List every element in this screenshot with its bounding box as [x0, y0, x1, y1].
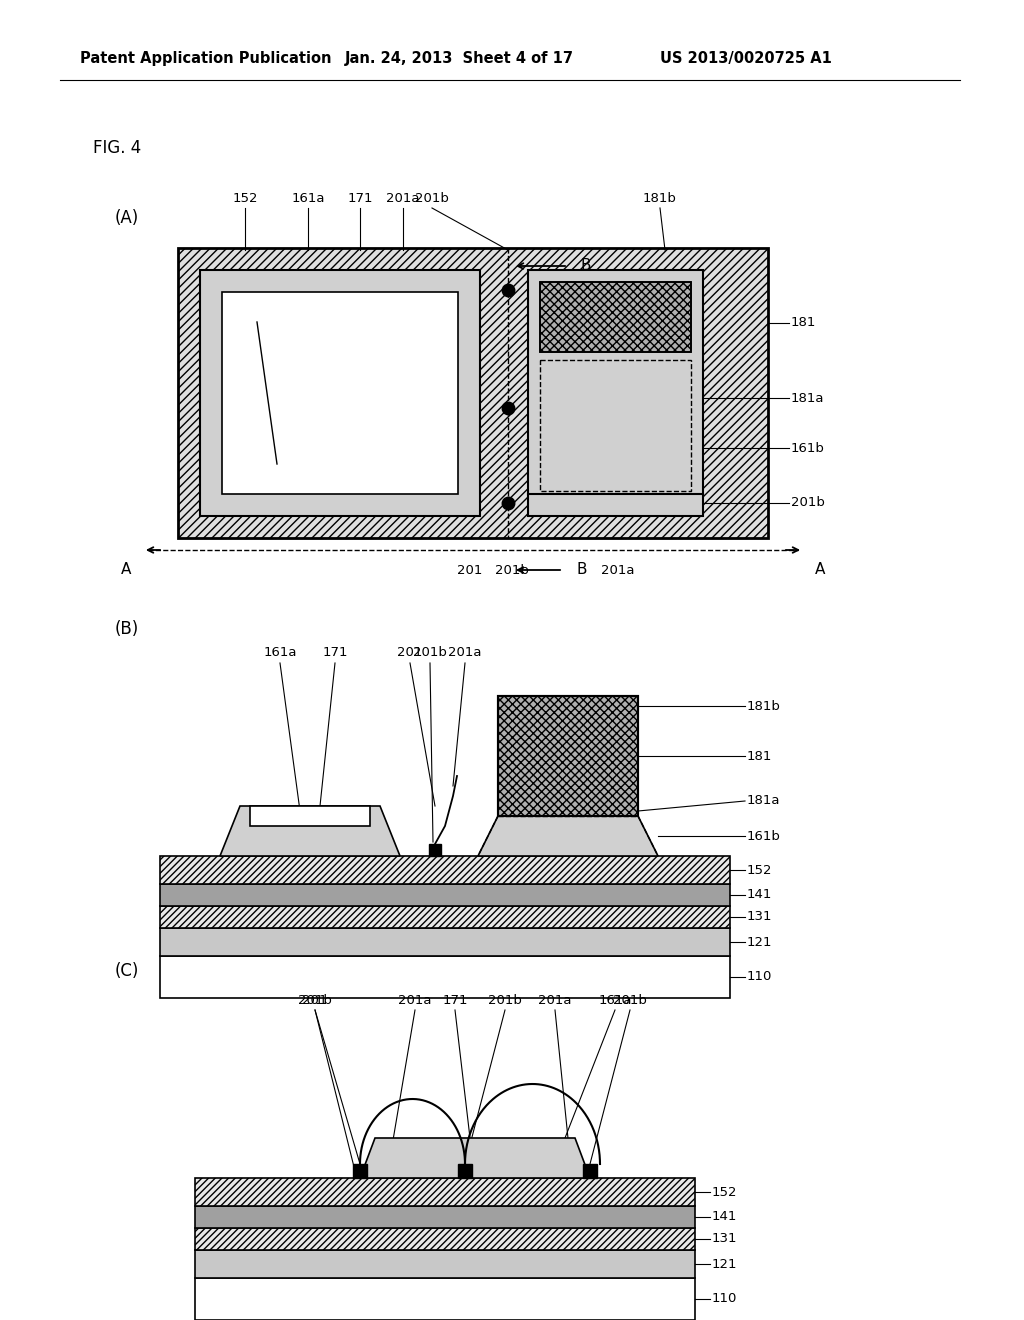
Text: (B): (B) [115, 620, 139, 638]
Bar [160, 855, 730, 884]
Text: 110: 110 [746, 970, 772, 983]
Text: 161a: 161a [598, 994, 632, 1006]
Text: 131: 131 [746, 911, 772, 924]
Text: 201a: 201a [539, 994, 571, 1006]
Bar [195, 1206, 695, 1228]
Bar [583, 1164, 597, 1177]
Bar [160, 906, 730, 928]
Text: 110: 110 [712, 1292, 737, 1305]
Text: 121: 121 [712, 1258, 737, 1270]
Bar [160, 956, 730, 998]
Bar [528, 271, 703, 516]
Bar [429, 843, 441, 855]
Bar [160, 928, 730, 956]
Bar [250, 807, 370, 826]
Text: (A): (A) [115, 209, 139, 227]
Text: B: B [580, 259, 591, 273]
Text: 152: 152 [232, 191, 258, 205]
Text: 171: 171 [442, 994, 468, 1006]
Text: 201b: 201b [298, 994, 332, 1006]
Text: Jan. 24, 2013  Sheet 4 of 17: Jan. 24, 2013 Sheet 4 of 17 [345, 50, 574, 66]
Text: 201b: 201b [791, 496, 825, 510]
Text: 171: 171 [347, 191, 373, 205]
Text: 152: 152 [746, 863, 772, 876]
Text: 181b: 181b [746, 700, 781, 713]
Text: A: A [121, 562, 131, 578]
Text: 161a: 161a [263, 647, 297, 660]
Bar [200, 271, 480, 516]
Bar [195, 1278, 695, 1320]
Text: 201a: 201a [398, 994, 432, 1006]
Text: 201b: 201b [415, 191, 449, 205]
Text: 181a: 181a [791, 392, 824, 404]
Text: 181b: 181b [643, 191, 677, 205]
Text: 201a: 201a [449, 647, 481, 660]
Text: 201: 201 [458, 564, 482, 577]
Text: (C): (C) [115, 962, 139, 979]
Text: 152: 152 [712, 1185, 737, 1199]
Bar [195, 1177, 695, 1206]
Text: 121: 121 [746, 936, 772, 949]
Text: 201: 201 [302, 994, 328, 1006]
Text: 141: 141 [746, 888, 772, 902]
Bar [195, 1228, 695, 1250]
Text: 141: 141 [712, 1210, 737, 1224]
Polygon shape [220, 807, 400, 855]
Text: 201b: 201b [613, 994, 647, 1006]
Text: 181: 181 [791, 317, 816, 330]
Text: 161b: 161b [746, 829, 781, 842]
Bar [498, 696, 638, 816]
Bar [498, 696, 638, 816]
Text: 201b: 201b [495, 564, 529, 577]
Text: 201: 201 [397, 647, 423, 660]
Bar [540, 360, 691, 491]
Bar [222, 292, 458, 494]
Bar [540, 282, 691, 352]
Text: A: A [815, 562, 825, 578]
Text: US 2013/0020725 A1: US 2013/0020725 A1 [660, 50, 831, 66]
Polygon shape [478, 816, 658, 855]
Bar [458, 1164, 472, 1177]
Text: 201a: 201a [601, 564, 635, 577]
Bar [353, 1164, 367, 1177]
Text: Patent Application Publication: Patent Application Publication [80, 50, 332, 66]
Text: 161b: 161b [791, 441, 825, 454]
Text: 181: 181 [746, 750, 772, 763]
Text: B: B [575, 562, 587, 578]
Polygon shape [360, 1138, 590, 1177]
Text: 161a: 161a [291, 191, 325, 205]
Text: 201a: 201a [386, 191, 420, 205]
Text: 201b: 201b [413, 647, 446, 660]
Bar [160, 884, 730, 906]
Text: FIG. 4: FIG. 4 [93, 139, 141, 157]
Text: 201b: 201b [488, 994, 522, 1006]
Text: 181a: 181a [746, 795, 780, 808]
Text: 131: 131 [712, 1233, 737, 1246]
Bar [178, 248, 768, 539]
Bar [540, 282, 691, 352]
Text: 171: 171 [323, 647, 348, 660]
Bar [195, 1250, 695, 1278]
